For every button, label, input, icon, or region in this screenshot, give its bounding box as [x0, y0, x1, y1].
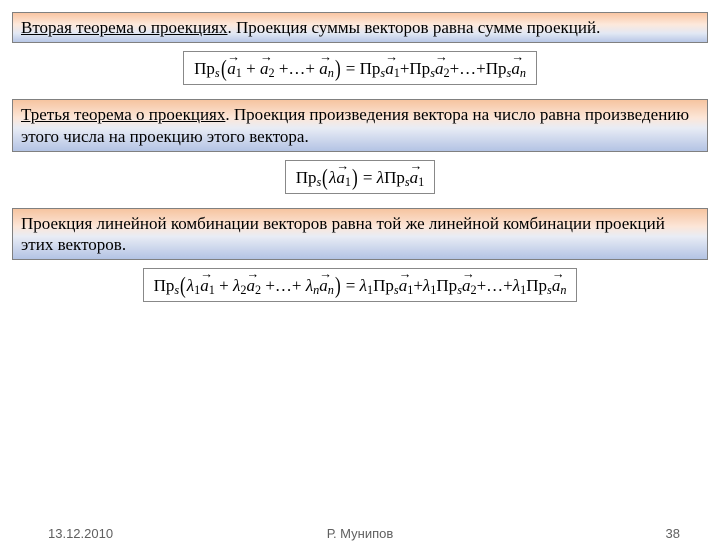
- formula-3-wrap: Прs(λ1a1 + λ2a2 +…+ λnan) = λ1Прsa1+λ1Пр…: [0, 268, 720, 302]
- formula-3: Прs(λ1a1 + λ2a2 +…+ λnan) = λ1Прsa1+λ1Пр…: [143, 268, 578, 302]
- formula-1-wrap: Прs(a1 + a2 +…+ an) = Прsa1+Прsa2+…+Прsa…: [0, 51, 720, 85]
- theorem-box-3: Третья теорема о проекциях. Проекция про…: [12, 99, 708, 152]
- formula-2-wrap: Прs(λa1) = λПрsa1: [0, 160, 720, 194]
- corollary-text: Проекция линейной комбинации векторов ра…: [21, 214, 665, 254]
- footer-author: Р. Мунипов: [0, 526, 720, 541]
- theorem-box-2: Вторая теорема о проекциях. Проекция сум…: [12, 12, 708, 43]
- theorem-2-text: . Проекция суммы векторов равна сумме пр…: [228, 18, 601, 37]
- corollary-box: Проекция линейной комбинации векторов ра…: [12, 208, 708, 261]
- formula-1: Прs(a1 + a2 +…+ an) = Прsa1+Прsa2+…+Прsa…: [183, 51, 537, 85]
- theorem-3-title: Третья теорема о проекциях: [21, 105, 225, 124]
- theorem-2-title: Вторая теорема о проекциях: [21, 18, 228, 37]
- formula-2: Прs(λa1) = λПрsa1: [285, 160, 435, 194]
- footer-page: 38: [666, 526, 680, 541]
